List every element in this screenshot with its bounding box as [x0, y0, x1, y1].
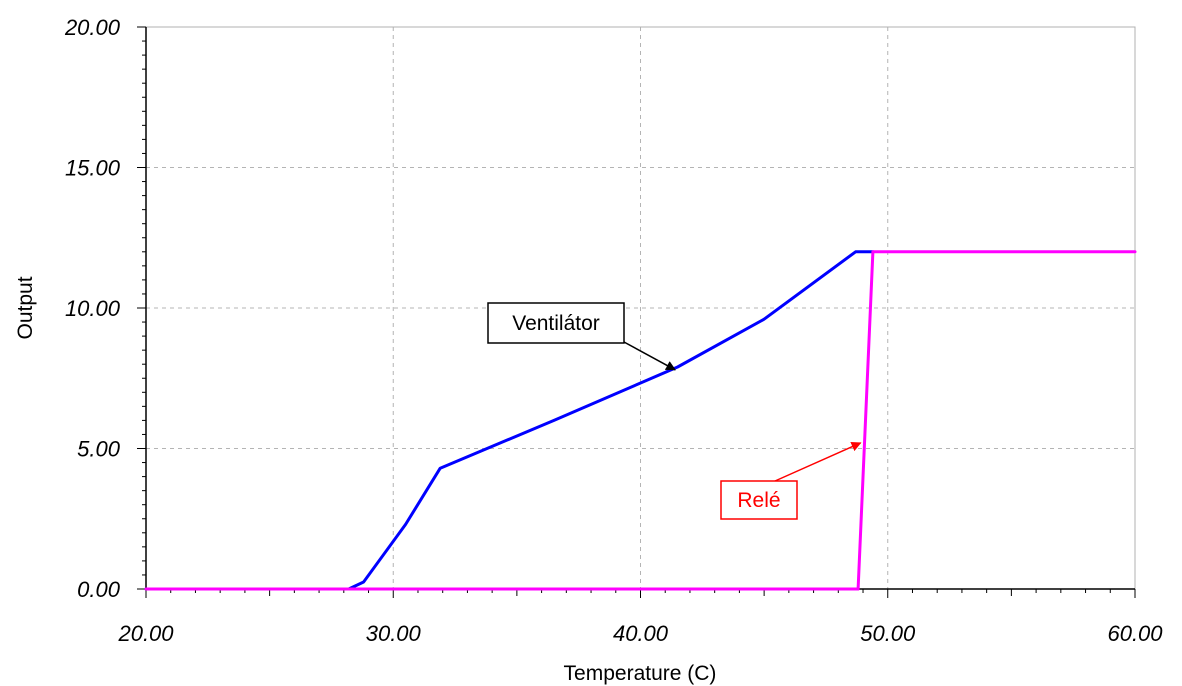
annotation-label: Ventilátor — [512, 312, 600, 335]
x-tick-label: 40.00 — [613, 621, 669, 646]
grid-lines — [146, 27, 1135, 589]
annotation-box — [720, 480, 798, 520]
x-axis-label: Temperature (C) — [564, 662, 717, 685]
series-layer — [144, 250, 1137, 591]
axes: 20.00 30.00 40.00 50.00 60.00 0.00 5.00 10.00 15… — [64, 15, 1163, 646]
x-tick-label: 60.00 — [1107, 621, 1163, 646]
annotation-box — [487, 302, 625, 344]
annotation-0: Ventilátor — [487, 302, 676, 371]
y-axis-label: Output — [14, 276, 37, 339]
series-line-1 — [144, 250, 1137, 591]
y-tick-label: 10.00 — [65, 296, 121, 321]
y-tick-label: 5.00 — [77, 437, 121, 462]
y-tick-label: 0.00 — [77, 577, 121, 602]
annotation-arrow — [774, 441, 862, 482]
annotation-1: Relé — [720, 441, 862, 520]
annotation-label: Relé — [737, 489, 780, 512]
annotation-arrow — [623, 341, 676, 371]
annotations: Ventilátor Relé — [487, 302, 862, 520]
x-tick-label: 30.00 — [366, 621, 422, 646]
series-line-0 — [144, 250, 875, 591]
y-tick-label: 15.00 — [65, 156, 121, 181]
x-tick-label: 20.00 — [117, 621, 174, 646]
y-tick-label: 20.00 — [64, 15, 121, 40]
x-tick-label: 50.00 — [860, 621, 916, 646]
